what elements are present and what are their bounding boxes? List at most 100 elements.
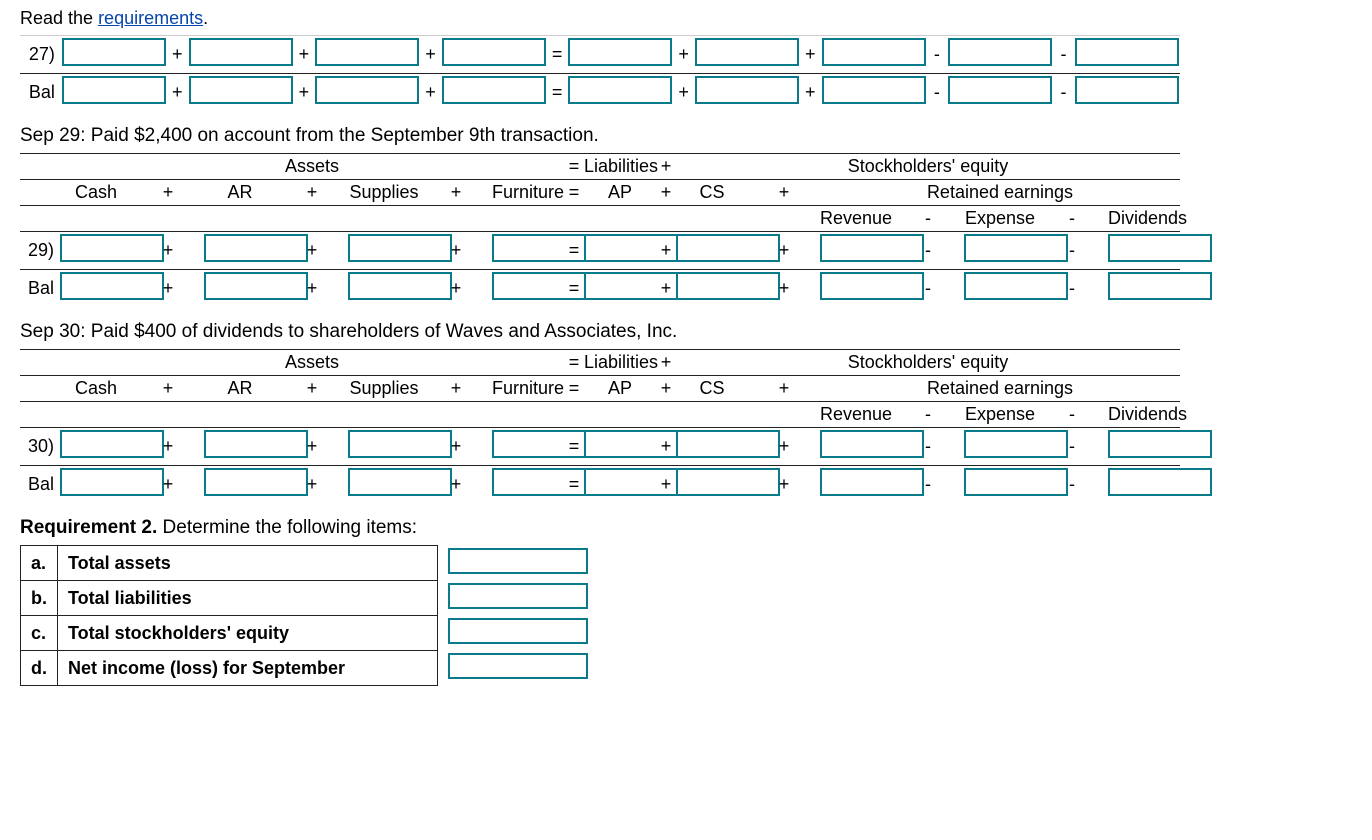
input-bal2-dividends[interactable] — [1108, 272, 1212, 300]
input-29-dividends[interactable] — [1108, 234, 1212, 262]
input-29-ar[interactable] — [204, 234, 308, 262]
req2-item-letter: a. — [21, 546, 58, 581]
input-bal1-furniture[interactable] — [442, 76, 546, 104]
input-27-dividends[interactable] — [1075, 38, 1179, 66]
op-plus: + — [420, 36, 440, 74]
requirement-2: Requirement 2. Determine the following i… — [20, 517, 1352, 686]
input-27-ap[interactable] — [568, 38, 672, 66]
hdr-expense: Expense — [964, 402, 1036, 428]
input-bal3-expense[interactable] — [964, 468, 1068, 496]
input-29-cs[interactable] — [676, 234, 780, 262]
input-27-supplies[interactable] — [315, 38, 419, 66]
input-net-income[interactable] — [448, 653, 588, 679]
input-bal3-revenue[interactable] — [820, 468, 924, 496]
hdr-dividends: Dividends — [1108, 402, 1180, 428]
req2-item-letter: d. — [21, 651, 58, 686]
input-bal1-cash[interactable] — [62, 76, 166, 104]
hdr-supplies: Supplies — [348, 180, 420, 206]
input-29-furniture[interactable] — [492, 234, 596, 262]
hdr-liabilities: Liabilities — [584, 154, 656, 180]
input-bal1-supplies[interactable] — [315, 76, 419, 104]
input-bal3-dividends[interactable] — [1108, 468, 1212, 496]
input-30-ar[interactable] — [204, 430, 308, 458]
input-30-expense[interactable] — [964, 430, 1068, 458]
op-plus: + — [800, 36, 820, 74]
hdr-ap: AP — [584, 376, 656, 402]
hdr-stockholders-equity: Stockholders' equity — [676, 154, 1180, 180]
equation-table-top: 27) + + + = + + - - Bal + + + = + + - - — [20, 35, 1180, 111]
input-bal1-cs[interactable] — [695, 76, 799, 104]
hdr-revenue: Revenue — [820, 402, 892, 428]
hdr-cash: Cash — [60, 180, 132, 206]
hdr-retained-earnings: Retained earnings — [820, 376, 1180, 402]
input-bal3-furniture[interactable] — [492, 468, 596, 496]
hdr-expense: Expense — [964, 206, 1036, 232]
input-bal3-ar[interactable] — [204, 468, 308, 496]
input-30-ap[interactable] — [584, 430, 688, 458]
op-plus: + — [294, 36, 314, 74]
intro-prefix: Read the — [20, 8, 98, 28]
hdr-cs: CS — [676, 180, 748, 206]
requirement-2-bold: Requirement 2. — [20, 517, 157, 538]
input-bal2-cs[interactable] — [676, 272, 780, 300]
req2-item-text: Total stockholders' equity — [58, 616, 438, 651]
input-total-liabilities[interactable] — [448, 583, 588, 609]
input-bal3-cs[interactable] — [676, 468, 780, 496]
input-bal2-furniture[interactable] — [492, 272, 596, 300]
equation-table-sep29: Assets = Liabilities + Stockholders' equ… — [20, 153, 1180, 307]
hdr-retained-earnings: Retained earnings — [820, 180, 1180, 206]
input-bal3-supplies[interactable] — [348, 468, 452, 496]
req2-item-letter: c. — [21, 616, 58, 651]
input-29-revenue[interactable] — [820, 234, 924, 262]
input-30-furniture[interactable] — [492, 430, 596, 458]
input-bal1-ar[interactable] — [189, 76, 293, 104]
input-bal2-revenue[interactable] — [820, 272, 924, 300]
input-bal1-dividends[interactable] — [1075, 76, 1179, 104]
input-bal3-cash[interactable] — [60, 468, 164, 496]
input-bal2-ar[interactable] — [204, 272, 308, 300]
input-bal3-ap[interactable] — [584, 468, 688, 496]
input-27-revenue[interactable] — [822, 38, 926, 66]
input-29-supplies[interactable] — [348, 234, 452, 262]
input-bal1-ap[interactable] — [568, 76, 672, 104]
input-bal2-expense[interactable] — [964, 272, 1068, 300]
input-30-supplies[interactable] — [348, 430, 452, 458]
input-27-expense[interactable] — [948, 38, 1052, 66]
input-total-assets[interactable] — [448, 548, 588, 574]
op-minus: - — [927, 36, 947, 74]
hdr-ap: AP — [584, 180, 656, 206]
intro-line: Read the requirements. — [20, 8, 1352, 29]
hdr-dividends: Dividends — [1108, 206, 1180, 232]
input-bal2-cash[interactable] — [60, 272, 164, 300]
input-30-revenue[interactable] — [820, 430, 924, 458]
hdr-revenue: Revenue — [820, 206, 892, 232]
input-bal1-expense[interactable] — [948, 76, 1052, 104]
input-27-ar[interactable] — [189, 38, 293, 66]
hdr-supplies: Supplies — [348, 376, 420, 402]
requirement-2-table: a. Total assets b. Total liabilities c. … — [20, 545, 598, 686]
requirements-link[interactable]: requirements — [98, 8, 203, 28]
requirement-2-title: Requirement 2. Determine the following i… — [20, 517, 1352, 539]
input-29-ap[interactable] — [584, 234, 688, 262]
input-bal1-revenue[interactable] — [822, 76, 926, 104]
input-30-cs[interactable] — [676, 430, 780, 458]
hdr-assets: Assets — [60, 154, 564, 180]
input-27-cash[interactable] — [62, 38, 166, 66]
op-plus: + — [673, 36, 693, 74]
op-plus: + — [167, 36, 187, 74]
input-30-dividends[interactable] — [1108, 430, 1212, 458]
transaction-sep29: Sep 29: Paid $2,400 on account from the … — [20, 125, 1352, 147]
input-29-expense[interactable] — [964, 234, 1068, 262]
hdr-furniture: Furniture — [492, 376, 564, 402]
op-equals: = — [547, 36, 567, 74]
input-27-cs[interactable] — [695, 38, 799, 66]
input-total-stockholders-equity[interactable] — [448, 618, 588, 644]
requirement-2-rest: Determine the following items: — [157, 517, 417, 538]
input-29-cash[interactable] — [60, 234, 164, 262]
input-27-furniture[interactable] — [442, 38, 546, 66]
input-bal2-ap[interactable] — [584, 272, 688, 300]
input-bal2-supplies[interactable] — [348, 272, 452, 300]
input-30-cash[interactable] — [60, 430, 164, 458]
hdr-assets: Assets — [60, 350, 564, 376]
hdr-stockholders-equity: Stockholders' equity — [676, 350, 1180, 376]
